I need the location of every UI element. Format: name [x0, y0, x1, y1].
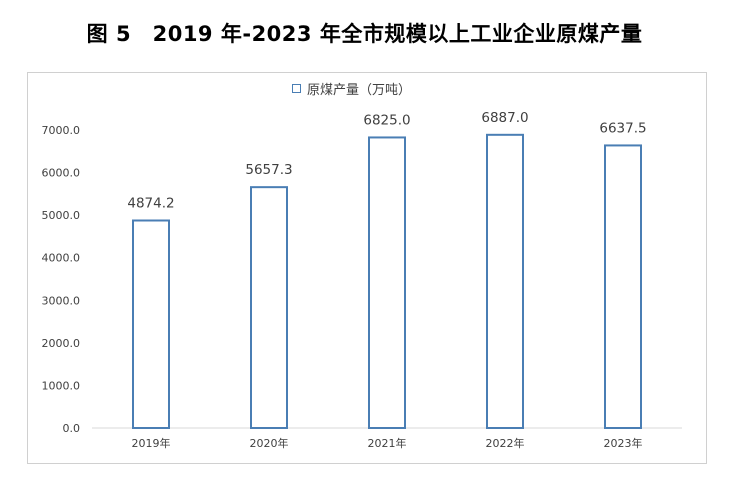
x-tick-label: 2022年 [486, 436, 525, 450]
y-tick-label: 3000.0 [42, 294, 81, 307]
y-tick-label: 7000.0 [42, 124, 81, 137]
y-tick-label: 6000.0 [42, 167, 81, 180]
data-label: 6637.5 [599, 120, 646, 136]
y-tick-label: 5000.0 [42, 209, 81, 222]
data-label: 5657.3 [245, 162, 292, 178]
data-label: 6887.0 [481, 110, 528, 126]
bar [250, 186, 288, 429]
x-tick-label: 2020年 [250, 436, 289, 450]
bar [486, 133, 524, 429]
y-tick-label: 1000.0 [42, 379, 81, 392]
legend: 原煤产量（万吨） [292, 79, 412, 98]
bar [368, 136, 406, 429]
legend-label: 原煤产量（万吨） [307, 82, 412, 98]
bar [132, 219, 170, 429]
chart-title: 图 5 2019 年-2023 年全市规模以上工业企业原煤产量 [86, 22, 643, 46]
y-tick-label: 0.0 [63, 422, 81, 435]
data-label: 4874.2 [127, 195, 174, 211]
chart-frame [27, 72, 707, 464]
x-tick-label: 2023年 [604, 436, 643, 450]
legend-swatch [292, 83, 301, 93]
x-tick-label: 2021年 [368, 436, 407, 450]
data-label: 6825.0 [363, 112, 410, 128]
y-tick-label: 4000.0 [42, 252, 81, 265]
bar [604, 144, 642, 430]
x-tick-label: 2019年 [132, 436, 171, 450]
y-tick-label: 2000.0 [42, 337, 81, 350]
